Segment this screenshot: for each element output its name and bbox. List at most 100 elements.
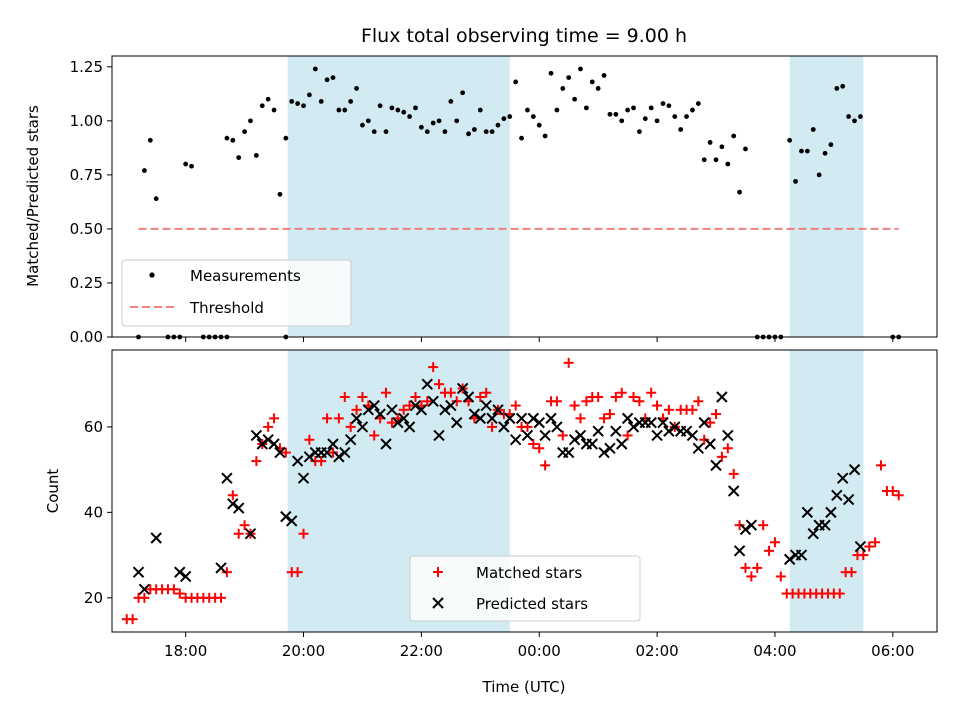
- x-tick-label: 00:00: [518, 642, 561, 660]
- measurement-point: [548, 70, 554, 76]
- chart-title: Flux total observing time = 9.00 h: [361, 25, 687, 47]
- matched-star-point: [322, 413, 333, 424]
- matched-star-point: [551, 396, 562, 407]
- matched-star-point: [604, 409, 615, 420]
- matched-star-point: [410, 392, 421, 402]
- matched-star-point: [563, 357, 574, 368]
- predicted-star-point: [527, 412, 540, 425]
- predicted-star-point: [739, 523, 752, 536]
- matched-star-point: [610, 392, 621, 402]
- predicted-star-point: [150, 532, 162, 544]
- matched-star-point: [263, 421, 274, 432]
- measurement-point: [637, 129, 642, 135]
- predicted-star-point: [356, 421, 369, 433]
- predicted-star-point: [386, 404, 398, 416]
- measurement-point: [607, 111, 613, 117]
- matched-star-point: [428, 362, 439, 373]
- predicted-star-point: [486, 412, 498, 425]
- observing-span-1: [789, 56, 864, 337]
- matched-star-point: [327, 447, 338, 458]
- measurement-point: [418, 124, 424, 130]
- measurement-point: [695, 101, 701, 106]
- measurement-point: [513, 79, 519, 85]
- measurement-point: [495, 122, 501, 128]
- measurement-point: [834, 86, 840, 91]
- measurement-point: [690, 107, 695, 113]
- measurement-point: [595, 86, 601, 91]
- measurement-point: [642, 116, 648, 122]
- predicted-star-point: [415, 404, 428, 416]
- matched-star-point: [870, 537, 881, 548]
- matched-star-point: [864, 541, 875, 552]
- measurement-point: [430, 120, 436, 126]
- legend-matched-label: Matched stars: [476, 564, 582, 582]
- predicted-star-point: [474, 412, 487, 425]
- bottom-legend: Matched stars Predicted stars: [409, 555, 641, 622]
- matched-star-point: [887, 486, 898, 496]
- matched-star-point: [451, 396, 462, 407]
- legend-measurements-marker: [149, 272, 155, 278]
- predicted-star-point: [221, 472, 233, 484]
- predicted-star-point: [692, 442, 705, 454]
- matched-star-point: [693, 396, 704, 407]
- predicted-star-point: [227, 498, 239, 510]
- predicted-star-point: [745, 519, 758, 531]
- predicted-star-point: [727, 485, 740, 497]
- measurement-point: [810, 127, 816, 132]
- measurement-point: [283, 135, 289, 141]
- measurement-point: [583, 105, 589, 111]
- matched-star-point: [575, 413, 586, 424]
- x-tick-label: 22:00: [400, 642, 443, 660]
- predicted-star-point: [722, 429, 734, 442]
- predicted-star-point: [132, 566, 145, 578]
- measurement-point: [857, 114, 863, 119]
- measurement-point: [472, 127, 477, 132]
- matched-star-point: [634, 396, 645, 407]
- measurement-point: [619, 118, 625, 124]
- predicted-star-point: [651, 429, 663, 442]
- matched-star-point: [858, 550, 869, 561]
- matched-star-point: [445, 387, 456, 398]
- top-y-axis-label: Matched/Predicted stars: [24, 105, 42, 287]
- matched-star-point: [168, 584, 179, 595]
- matched-star-point: [593, 392, 604, 402]
- predicted-star-point: [268, 438, 280, 450]
- measurement-point: [230, 137, 236, 143]
- measurement-point: [289, 98, 295, 104]
- predicted-star-point: [515, 412, 528, 425]
- predicted-star-point: [669, 421, 681, 433]
- legend-matched-marker: [433, 567, 443, 577]
- predicted-star-point: [504, 412, 516, 425]
- measurement-point: [189, 163, 194, 169]
- predicted-star-point: [539, 429, 551, 442]
- legend-predicted-label: Predicted stars: [476, 595, 588, 613]
- matched-star-point: [345, 421, 356, 432]
- measurement-point: [737, 189, 742, 195]
- predicted-star-point: [374, 408, 386, 420]
- predicted-star-point: [716, 391, 728, 403]
- matched-star-point: [764, 545, 775, 556]
- predicted-star-point: [286, 515, 298, 527]
- matched-star-point: [705, 417, 716, 428]
- measurement-point: [424, 129, 430, 135]
- matched-star-point: [528, 439, 539, 449]
- predicted-star-point: [262, 434, 274, 446]
- predicted-star-point: [848, 463, 861, 476]
- measurement-point: [413, 105, 418, 111]
- matched-star-point: [369, 430, 380, 441]
- measurement-point: [589, 79, 595, 85]
- measurement-point: [307, 92, 312, 98]
- matched-star-point: [557, 430, 568, 441]
- measurement-point: [822, 150, 828, 156]
- measurement-point: [799, 148, 804, 154]
- matched-star-point: [139, 592, 150, 603]
- matched-star-point: [628, 392, 639, 402]
- measurement-point: [330, 75, 336, 81]
- measurement-point: [242, 129, 247, 135]
- predicted-star-point: [392, 416, 404, 429]
- predicted-star-point: [562, 446, 575, 459]
- measurement-point: [530, 114, 536, 119]
- measurement-point: [631, 105, 636, 111]
- observing-span-1: [789, 350, 864, 632]
